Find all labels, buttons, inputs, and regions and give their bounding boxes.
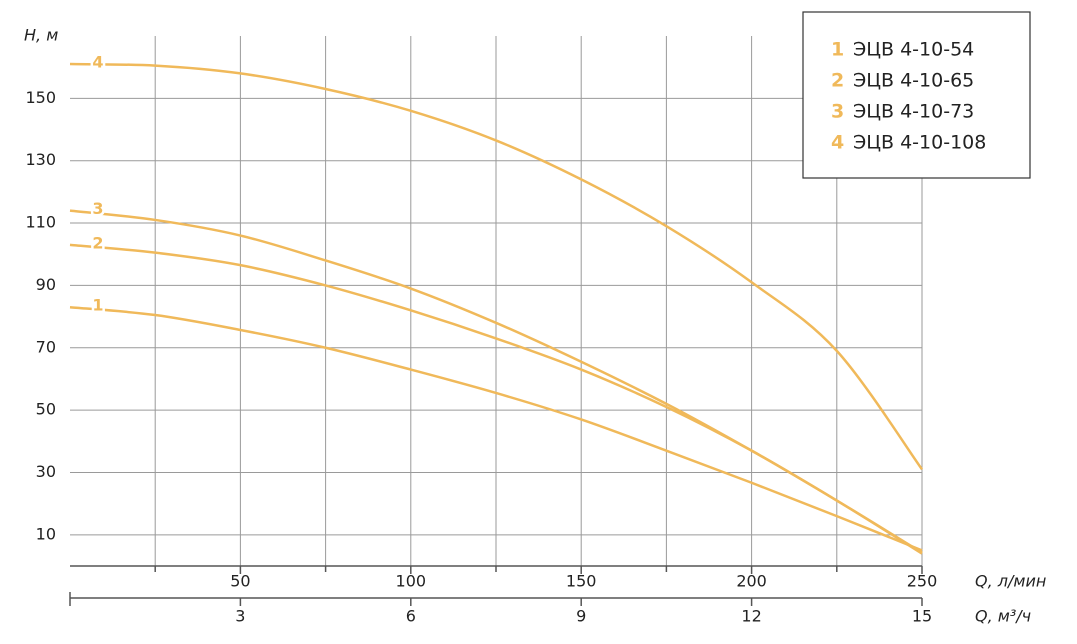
curve-label: 3 [92,199,103,218]
y-tick-label: 10 [36,524,56,543]
legend-number: 3 [831,101,844,123]
x2-tick-label: 9 [576,607,586,626]
x2-tick-label: 6 [406,607,416,626]
legend-number: 4 [831,132,844,154]
x-axis-label: Q, л/мин [975,572,1046,591]
legend-label: ЭЦВ 4-10-108 [853,132,986,154]
x-tick-label: 250 [907,572,938,591]
x-tick-label: 200 [736,572,767,591]
legend-label: ЭЦВ 4-10-54 [853,39,974,61]
x-tick-label: 100 [396,572,427,591]
y-tick-label: 50 [36,400,56,419]
y-tick-label: 90 [36,275,56,294]
y-tick-label: 70 [36,337,56,356]
x2-axis-label: Q, м³/ч [975,607,1031,626]
x2-tick-label: 3 [235,607,245,626]
y-tick-label: 130 [25,150,56,169]
x2-tick-label: 15 [912,607,932,626]
legend: 1 ЭЦВ 4-10-54 2 ЭЦВ 4-10-65 3 ЭЦВ 4-10-73 4 ЭЦВ… [802,11,1031,179]
legend-number: 2 [831,70,844,92]
x-tick-label: 50 [230,572,250,591]
y-tick-label: 110 [25,213,56,232]
x-tick-label: 150 [566,572,597,591]
line [69,305,923,552]
legend-label: ЭЦВ 4-10-73 [853,101,974,123]
legend-box [802,11,1031,179]
y-axis-label: H, м [24,26,58,45]
curve-label: 4 [92,53,103,72]
curve-label: 2 [92,233,103,252]
line [69,62,924,471]
y-tick-label: 150 [25,88,56,107]
legend-label: ЭЦВ 4-10-65 [853,70,974,92]
legend-number: 1 [831,39,844,61]
line [69,209,923,554]
x2-tick-label: 12 [741,607,761,626]
curve-label: 1 [92,296,103,315]
y-tick-label: 30 [36,462,56,481]
